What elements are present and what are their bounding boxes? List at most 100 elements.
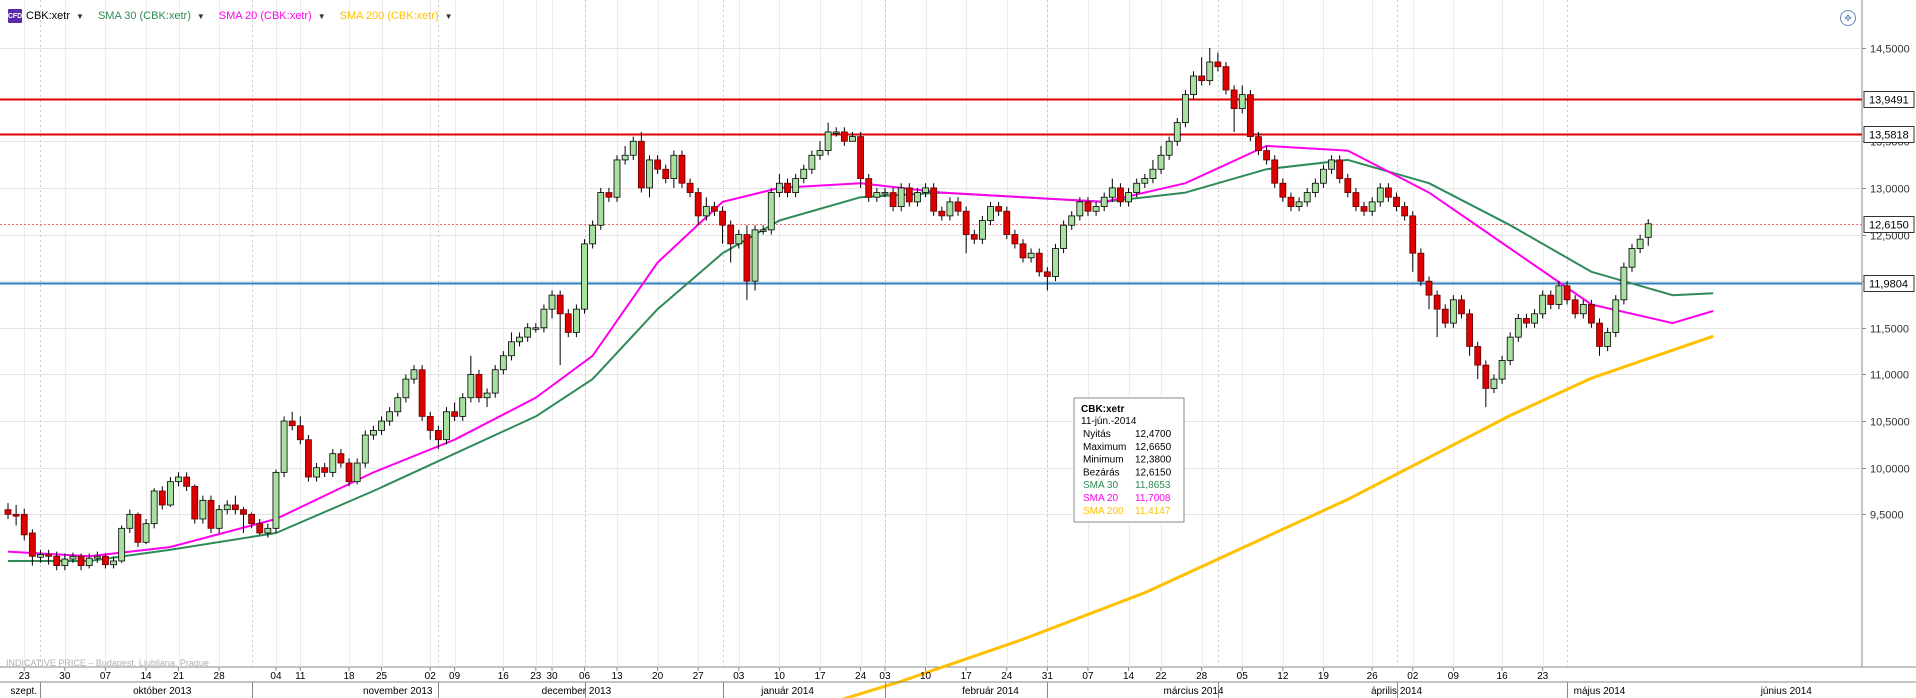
candle-down	[1214, 61, 1222, 68]
candle-down	[1466, 313, 1473, 347]
x-axis: 23 30 07 14 21 28 04 11 18 25 02 09 16 23 30 06 13 20 27 03…	[0, 667, 1916, 698]
y-tick-label: 13,0000	[1870, 184, 1910, 196]
tooltip-row-value: 11,4147	[1135, 506, 1171, 517]
month-label: november 2013	[363, 686, 433, 697]
candle-up	[1328, 159, 1335, 170]
candle-up	[751, 229, 759, 282]
candle-down	[418, 369, 426, 417]
candle-up	[979, 220, 986, 240]
y-tick-label: 12,5000	[1870, 231, 1910, 243]
legend-main-series[interactable]: CFD CBK:xetr ▼	[8, 9, 84, 23]
candle-down	[1547, 294, 1555, 305]
candle-down	[134, 513, 142, 543]
support-value-label: 11,9804	[1869, 279, 1908, 291]
candle-down	[637, 140, 645, 189]
candle-up	[110, 560, 117, 566]
candle-up	[142, 523, 150, 543]
watermark-text: INDICATIVE PRICE – Budapest, Ljubljana, …	[6, 658, 209, 668]
candle-down	[434, 429, 442, 441]
x-tick-label: 02	[425, 671, 437, 682]
tooltip-row-value: 11,8653	[1135, 480, 1171, 491]
candle-down	[1588, 304, 1595, 324]
legend-sma20[interactable]: SMA 20 (CBK:xetr) ▼	[219, 10, 326, 22]
candle-down	[28, 532, 36, 557]
candle-up	[1449, 299, 1457, 324]
chevron-down-icon[interactable]: ▼	[444, 11, 453, 21]
x-tick-label: 19	[1318, 671, 1330, 682]
candle-down	[1482, 364, 1490, 389]
x-tick-label: 13	[611, 671, 623, 682]
candle-down	[183, 476, 191, 487]
candle-down	[865, 178, 873, 198]
candle-up	[199, 499, 207, 520]
x-tick-label: 24	[1001, 671, 1013, 682]
y-tick-label: 11,5000	[1870, 324, 1909, 336]
candle-up	[1068, 215, 1076, 226]
candle-up	[1506, 336, 1514, 361]
candle-up	[532, 327, 540, 330]
x-tick-label: 27	[693, 671, 705, 682]
x-tick-label: 23	[19, 671, 31, 682]
chevron-down-icon[interactable]: ▼	[317, 11, 326, 21]
x-tick-label: 04	[270, 671, 282, 682]
legend-sma30[interactable]: SMA 30 (CBK:xetr) ▼	[98, 10, 205, 22]
candle-up	[946, 201, 954, 217]
candle-down	[1385, 187, 1392, 198]
x-tick-label: 09	[449, 671, 461, 682]
candle-down	[1433, 294, 1441, 310]
tooltip-row-label: Nyitás	[1083, 429, 1111, 440]
candle-down	[1003, 210, 1011, 235]
candle-down	[1596, 322, 1603, 347]
candle-up	[69, 555, 77, 560]
x-tick-label: 24	[855, 671, 867, 682]
candle-down	[556, 294, 564, 315]
candle-up	[1531, 313, 1538, 324]
candle-down	[1571, 299, 1579, 315]
x-tick-label: 11	[295, 671, 306, 682]
x-tick-label: 14	[140, 671, 152, 682]
candle-up	[792, 178, 800, 193]
candle-down	[1019, 243, 1027, 259]
candle-down	[1263, 150, 1270, 161]
candle-up	[175, 476, 182, 483]
candle-up	[264, 527, 272, 534]
chevron-down-icon[interactable]: ▼	[196, 11, 205, 21]
chart-settings-icon[interactable]: ✥	[1840, 10, 1856, 26]
candle-down	[426, 415, 434, 431]
candle-down	[1393, 196, 1400, 207]
x-tick-label: 28	[214, 671, 226, 682]
candle-up	[646, 159, 653, 189]
candle-up	[1620, 266, 1628, 301]
chevron-down-icon[interactable]: ▼	[76, 11, 84, 21]
candle-down	[743, 234, 751, 282]
candle-down	[1287, 196, 1295, 207]
candle-up	[1157, 154, 1165, 170]
x-tick-label: 12	[1277, 671, 1289, 682]
candle-down	[962, 210, 970, 235]
sma200-series-line	[841, 334, 1714, 698]
candle-down	[1117, 187, 1124, 203]
candle-up	[1173, 122, 1181, 142]
candle-down	[451, 411, 459, 417]
candle-down	[337, 453, 345, 464]
candle-down	[345, 462, 353, 483]
candle-up	[849, 136, 856, 142]
candle-down	[727, 224, 735, 245]
level-lines	[0, 98, 1862, 285]
tooltip-title: CBK:xetr	[1081, 404, 1124, 415]
candle-up	[1190, 75, 1197, 96]
candle-up	[1125, 192, 1132, 203]
legend-sma200[interactable]: SMA 200 (CBK:xetr) ▼	[340, 10, 453, 22]
y-tick-label: 11,0000	[1870, 370, 1909, 382]
candle-up	[581, 243, 588, 310]
candle-up	[1539, 294, 1547, 315]
candle-down	[784, 182, 791, 193]
tooltip-row-label: Maximum	[1083, 442, 1126, 453]
candle-down	[305, 439, 312, 478]
candle-down	[102, 555, 109, 566]
candle-up	[118, 527, 126, 562]
tooltip-row-label: SMA 200	[1083, 506, 1124, 517]
candle-up	[597, 192, 605, 226]
